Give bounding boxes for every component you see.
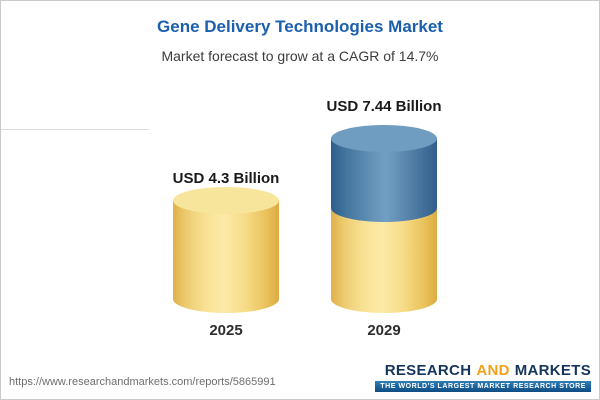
logo-word-and: AND xyxy=(476,362,510,379)
bar-2029-cylinder-top xyxy=(331,125,437,152)
report-url: https://www.researchandmarkets.com/repor… xyxy=(9,376,276,388)
value-label-2029: USD 7.44 Billion xyxy=(326,98,442,115)
category-label-2025: 2025 xyxy=(209,322,243,339)
bar-2029-growth-segment xyxy=(331,138,437,222)
logo-wordmark: RESEARCH AND MARKETS xyxy=(385,362,591,379)
category-label-2029: 2029 xyxy=(367,322,401,339)
bar-2025-cylinder-top xyxy=(173,187,279,214)
value-label-2025: USD 4.3 Billion xyxy=(172,170,280,187)
chart-subtitle: Market forecast to grow at a CAGR of 14.… xyxy=(161,48,439,64)
logo-word-research: RESEARCH xyxy=(384,362,472,379)
logo-word-markets: MARKETS xyxy=(514,362,591,379)
research-and-markets-logo: RESEARCH AND MARKETS THE WORLD'S LARGEST… xyxy=(375,362,591,392)
bar-2025-cylinder-body xyxy=(173,200,279,313)
logo-tagline: THE WORLD'S LARGEST MARKET RESEARCH STOR… xyxy=(375,381,591,392)
chart-title: Gene Delivery Technologies Market xyxy=(157,17,443,36)
level-reference-line xyxy=(1,129,149,130)
